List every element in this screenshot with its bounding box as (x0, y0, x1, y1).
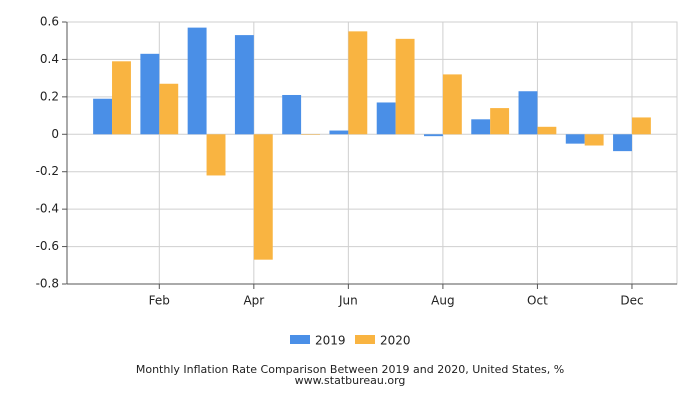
bar (490, 108, 510, 135)
y-tick-label: 0 (51, 127, 59, 141)
bar (376, 102, 396, 135)
bar (234, 35, 254, 135)
chart-title: Monthly Inflation Rate Comparison Betwee… (136, 363, 564, 376)
bar (329, 130, 349, 135)
y-tick-label: 0.4 (40, 52, 59, 66)
bar (584, 134, 604, 146)
legend-swatch (355, 335, 375, 344)
x-tick-label: Aug (431, 294, 454, 308)
y-tick-label: -0.6 (36, 239, 59, 253)
x-tick-label: Feb (149, 294, 170, 308)
bar (631, 117, 651, 135)
bar (187, 27, 207, 135)
x-tick-label: Dec (620, 294, 643, 308)
legend-label: 2020 (380, 334, 411, 348)
legend-swatch (290, 335, 310, 344)
bar (93, 98, 113, 135)
y-tick-label: -0.2 (36, 164, 59, 178)
x-tick-label: Oct (527, 294, 548, 308)
bar (282, 94, 302, 135)
chart-subtitle: www.statbureau.org (295, 374, 406, 387)
bar (565, 134, 585, 144)
bar (112, 61, 131, 135)
bar (140, 53, 160, 135)
bar (423, 134, 443, 137)
bar (301, 134, 321, 135)
legend-label: 2019 (315, 334, 346, 348)
bar (395, 38, 415, 135)
bar (206, 134, 226, 176)
y-tick-label: -0.4 (36, 202, 59, 216)
y-tick-label: 0.2 (40, 89, 59, 103)
bar (159, 83, 179, 135)
x-tick-label: Apr (243, 294, 264, 308)
bar (253, 134, 273, 260)
x-tick-label: Jun (338, 294, 358, 308)
bar (537, 126, 557, 135)
bar (348, 31, 368, 135)
bar (442, 74, 462, 135)
bar (613, 134, 632, 152)
y-tick-label: 0.6 (40, 15, 59, 29)
y-tick-label: -0.8 (36, 277, 59, 291)
bar (518, 91, 538, 135)
bar (471, 119, 491, 135)
